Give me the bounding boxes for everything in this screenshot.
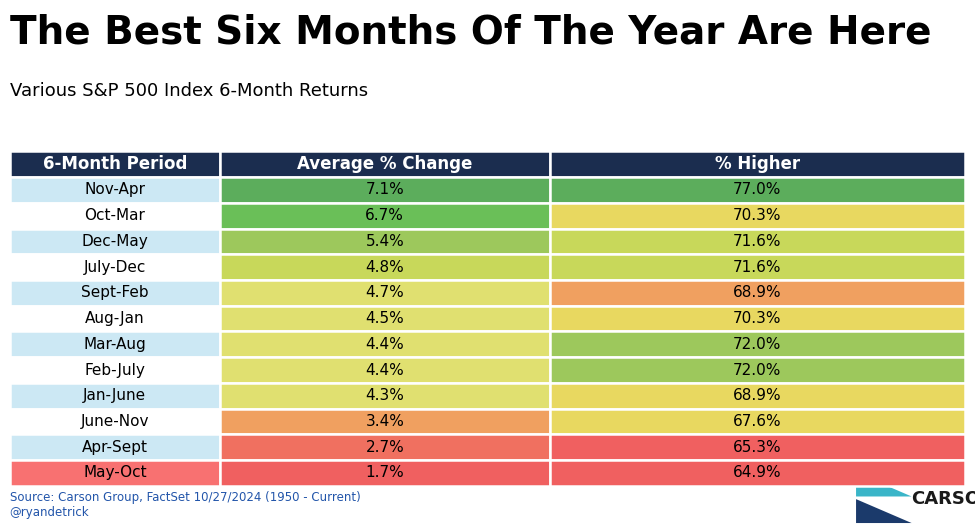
Text: Oct-Mar: Oct-Mar xyxy=(85,208,145,223)
Text: Various S&P 500 Index 6-Month Returns: Various S&P 500 Index 6-Month Returns xyxy=(10,82,368,100)
Text: Dec-May: Dec-May xyxy=(82,234,148,249)
Text: 65.3%: 65.3% xyxy=(733,440,782,455)
Text: Source: Carson Group, FactSet 10/27/2024 (1950 - Current)
@ryandetrick: Source: Carson Group, FactSet 10/27/2024… xyxy=(10,491,361,519)
Polygon shape xyxy=(856,473,912,496)
Text: % Higher: % Higher xyxy=(715,155,800,173)
Text: Nov-Apr: Nov-Apr xyxy=(85,183,145,198)
Text: July-Dec: July-Dec xyxy=(84,260,146,275)
Text: Apr-Sept: Apr-Sept xyxy=(82,440,148,455)
Text: CARSON: CARSON xyxy=(912,490,975,508)
Text: 77.0%: 77.0% xyxy=(733,183,782,198)
Text: Feb-July: Feb-July xyxy=(85,363,145,378)
Text: 1.7%: 1.7% xyxy=(366,466,405,481)
Text: 4.8%: 4.8% xyxy=(366,260,405,275)
Polygon shape xyxy=(856,499,912,523)
Text: 2.7%: 2.7% xyxy=(366,440,405,455)
Text: 68.9%: 68.9% xyxy=(733,285,782,301)
Text: 4.4%: 4.4% xyxy=(366,363,405,378)
Text: 72.0%: 72.0% xyxy=(733,363,782,378)
Text: 7.1%: 7.1% xyxy=(366,183,405,198)
Text: The Best Six Months Of The Year Are Here: The Best Six Months Of The Year Are Here xyxy=(10,13,931,52)
Text: 70.3%: 70.3% xyxy=(733,311,782,326)
Text: 71.6%: 71.6% xyxy=(733,234,782,249)
Text: Average % Change: Average % Change xyxy=(297,155,473,173)
Text: 72.0%: 72.0% xyxy=(733,337,782,352)
Text: 3.4%: 3.4% xyxy=(366,414,405,429)
Text: 4.7%: 4.7% xyxy=(366,285,405,301)
Text: Mar-Aug: Mar-Aug xyxy=(84,337,146,352)
Text: June-Nov: June-Nov xyxy=(81,414,149,429)
Text: Sept-Feb: Sept-Feb xyxy=(81,285,148,301)
Text: 6-Month Period: 6-Month Period xyxy=(43,155,187,173)
Text: Jan-June: Jan-June xyxy=(83,388,146,404)
Text: 6.7%: 6.7% xyxy=(366,208,405,223)
Text: 4.3%: 4.3% xyxy=(366,388,405,404)
Text: 64.9%: 64.9% xyxy=(733,466,782,481)
Text: 5.4%: 5.4% xyxy=(366,234,405,249)
Text: May-Oct: May-Oct xyxy=(83,466,146,481)
Text: Aug-Jan: Aug-Jan xyxy=(85,311,144,326)
Text: 4.4%: 4.4% xyxy=(366,337,405,352)
Text: 4.5%: 4.5% xyxy=(366,311,405,326)
Text: 67.6%: 67.6% xyxy=(733,414,782,429)
Text: 71.6%: 71.6% xyxy=(733,260,782,275)
Text: 68.9%: 68.9% xyxy=(733,388,782,404)
Text: 70.3%: 70.3% xyxy=(733,208,782,223)
